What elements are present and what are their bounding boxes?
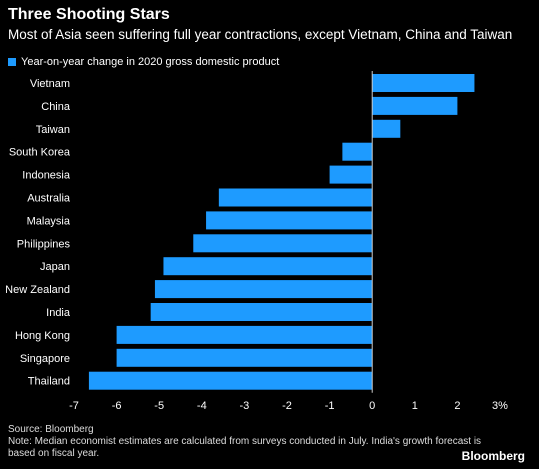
x-tick-label: 0 xyxy=(369,400,375,412)
category-label: India xyxy=(46,307,71,319)
x-tick-label: -1 xyxy=(325,400,335,412)
category-label: Australia xyxy=(27,193,71,205)
category-label: Vietnam xyxy=(30,78,70,90)
chart-title: Three Shooting Stars xyxy=(8,6,170,23)
legend-swatch xyxy=(8,58,16,66)
bar-japan xyxy=(163,257,373,276)
bar-philippines xyxy=(193,234,373,253)
chart-footer: Source: Bloomberg Note: Median economist… xyxy=(8,424,488,460)
bar-china xyxy=(372,96,458,115)
category-label: China xyxy=(41,101,71,113)
bar-australia xyxy=(218,188,373,207)
category-label: Philippines xyxy=(17,238,71,250)
x-tick-label: -6 xyxy=(112,400,122,412)
bar-malaysia xyxy=(206,211,373,230)
bar-hong-kong xyxy=(116,325,373,344)
legend-label: Year-on-year change in 2020 gross domest… xyxy=(21,56,280,68)
bar-taiwan xyxy=(372,119,401,138)
category-label: Singapore xyxy=(20,353,70,365)
category-label: Hong Kong xyxy=(15,330,70,342)
x-tick-label: -7 xyxy=(69,400,79,412)
bar-indonesia xyxy=(329,165,373,184)
x-tick-label: 3% xyxy=(492,400,508,412)
category-label: South Korea xyxy=(9,147,71,159)
note-text: Note: Median economist estimates are cal… xyxy=(8,436,482,459)
category-label: Taiwan xyxy=(36,124,70,136)
bar-thailand xyxy=(88,371,373,390)
bar-singapore xyxy=(116,348,373,367)
bar-india xyxy=(150,303,373,321)
category-label: Thailand xyxy=(28,376,70,388)
x-tick-label: -2 xyxy=(282,400,292,412)
x-tick-label: -4 xyxy=(197,400,207,412)
category-label: Japan xyxy=(40,261,70,273)
x-tick-label: -3 xyxy=(240,400,250,412)
x-tick-label: -5 xyxy=(154,400,164,412)
source-text: Source: Bloomberg xyxy=(8,424,94,435)
bar-vietnam xyxy=(372,74,475,92)
x-tick-label: 2 xyxy=(454,400,460,412)
bar-new-zealand xyxy=(154,280,373,299)
chart-subtitle: Most of Asia seen suffering full year co… xyxy=(8,27,513,42)
category-label: New Zealand xyxy=(5,284,70,296)
category-label: Malaysia xyxy=(27,215,71,227)
bar-south-korea xyxy=(342,142,373,161)
legend: Year-on-year change in 2020 gross domest… xyxy=(8,56,279,68)
brand-logo: Bloomberg xyxy=(461,449,525,463)
category-label: Indonesia xyxy=(22,170,71,182)
x-tick-label: 1 xyxy=(412,400,418,412)
